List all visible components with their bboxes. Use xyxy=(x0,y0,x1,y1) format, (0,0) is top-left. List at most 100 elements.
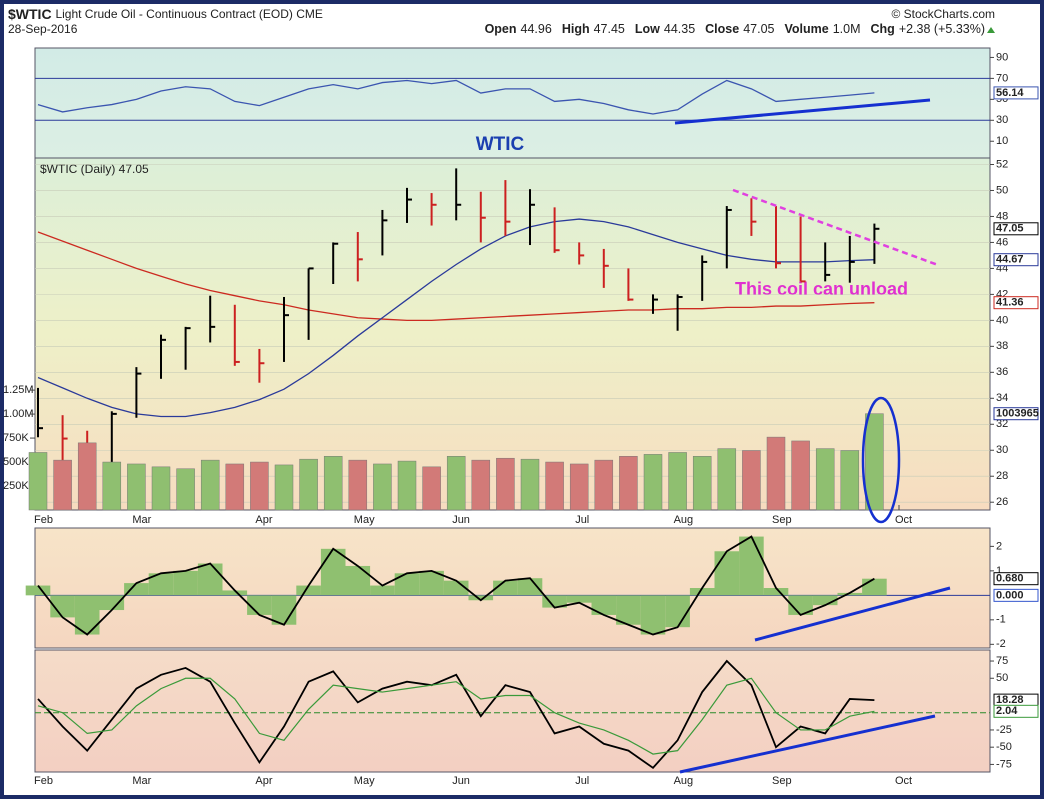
series-line xyxy=(37,659,875,770)
volume-bar xyxy=(815,448,835,511)
volume-bar xyxy=(397,460,417,511)
volume-bar xyxy=(422,466,441,511)
trend-line-rsi xyxy=(674,98,931,125)
histogram-bar xyxy=(665,595,690,628)
y-tick-label: 90 xyxy=(996,51,1008,63)
histogram-bar xyxy=(493,580,518,596)
volume-bar xyxy=(643,454,663,511)
header-title: $WTIC Light Crude Oil - Continuous Contr… xyxy=(8,6,323,22)
volume-bar xyxy=(668,452,687,511)
volume-bar xyxy=(865,413,884,511)
y-tick-label: 70 xyxy=(996,72,1008,84)
quote-value: +2.38 (+5.33%) xyxy=(899,22,985,36)
histogram-bar xyxy=(296,585,321,596)
histogram-bar xyxy=(616,595,641,625)
y-tick-label: 1.25M xyxy=(3,384,34,396)
histogram-bar xyxy=(320,548,346,596)
y-tick-label: 2 xyxy=(996,540,1002,552)
volume-bar xyxy=(250,461,269,511)
y-tick-label: 28 xyxy=(996,470,1008,482)
price-legend: $WTIC (Daily) 47.05 xyxy=(40,162,149,176)
volume-bar xyxy=(619,456,638,511)
y-tick-label: 500K xyxy=(3,456,29,468)
y-tick-label: 36 xyxy=(996,366,1008,378)
quote-label: Chg xyxy=(871,22,895,36)
volume-bar xyxy=(102,461,122,511)
name: Light Crude Oil - Continuous Contract (E… xyxy=(55,7,322,21)
x-tick-label: Sep xyxy=(772,775,792,787)
histogram-outline xyxy=(37,535,875,636)
x-tick-label: Apr xyxy=(255,514,272,526)
trend-line-pink xyxy=(732,188,939,267)
volume-bar xyxy=(373,463,392,511)
histogram-bar xyxy=(689,588,715,596)
x-tick-label: Jul xyxy=(575,514,589,526)
histogram-bar xyxy=(640,595,666,635)
volume-bar xyxy=(471,459,491,511)
y-tick-label: 46 xyxy=(996,236,1008,248)
volume-bar xyxy=(766,436,786,511)
osc-panel xyxy=(34,649,991,773)
x-tick-label: May xyxy=(354,775,375,787)
volume-bar xyxy=(717,448,737,511)
y-tick-label: 1 xyxy=(996,565,1002,577)
x-tick-label: Mar xyxy=(132,514,151,526)
series-line xyxy=(37,218,875,418)
volume-bar xyxy=(742,450,761,511)
histogram-bar xyxy=(591,595,617,615)
quote-value: 47.45 xyxy=(594,22,625,36)
value-tag-label: 1003965 xyxy=(996,408,1039,420)
y-tick-label: 50 xyxy=(996,672,1008,684)
volume-bar xyxy=(446,456,466,511)
date: 28-Sep-2016 xyxy=(8,22,78,36)
value-tag-label: 56.14 xyxy=(996,87,1024,99)
series-line xyxy=(37,79,875,115)
volume-oval xyxy=(861,396,901,524)
value-tag xyxy=(993,253,1039,267)
histogram-bar xyxy=(566,595,592,603)
histogram-bar xyxy=(197,563,223,596)
rsi-panel xyxy=(34,47,991,159)
value-tag-label: 2.04 xyxy=(996,705,1018,717)
quote-label: Low xyxy=(635,22,660,36)
y-tick-label: 50 xyxy=(996,184,1008,196)
quote-value: 47.05 xyxy=(743,22,774,36)
x-tick-label: Oct xyxy=(895,514,912,526)
volume-bar xyxy=(77,442,97,511)
x-tick-label: Apr xyxy=(255,775,272,787)
y-tick-label: 38 xyxy=(996,340,1008,352)
y-tick-label: 26 xyxy=(996,496,1008,508)
value-tag xyxy=(993,86,1039,100)
y-tick-label: 32 xyxy=(996,418,1008,430)
y-tick-label: 30 xyxy=(996,444,1008,456)
up-arrow xyxy=(987,27,995,33)
histogram-bar xyxy=(788,595,813,615)
quote-value: 44.96 xyxy=(521,22,552,36)
volume-bar xyxy=(127,463,146,511)
value-tag xyxy=(993,407,1039,421)
quote-label: High xyxy=(562,22,590,36)
histogram-bar xyxy=(763,588,789,596)
histogram-bar xyxy=(99,595,125,611)
histogram-bar xyxy=(173,570,198,596)
volume-bar xyxy=(545,461,564,511)
volume-bar xyxy=(53,459,72,511)
x-tick-label: Jun xyxy=(452,775,470,787)
quote-label: Volume xyxy=(784,22,828,36)
histogram-bar xyxy=(25,585,51,596)
y-tick-label: 52 xyxy=(996,158,1008,170)
value-tag xyxy=(993,296,1039,310)
x-tick-label: Aug xyxy=(674,514,694,526)
y-tick-label: 10 xyxy=(996,135,1008,147)
copyright: © StockCharts.com xyxy=(891,7,995,21)
y-tick-label: 40 xyxy=(996,314,1008,326)
value-tag-label: 18.28 xyxy=(996,694,1024,706)
y-tick-label: -2 xyxy=(996,638,1006,650)
histogram-bar xyxy=(837,592,863,596)
y-tick-label: 250K xyxy=(3,480,29,492)
series-line xyxy=(37,231,875,322)
volume-bar xyxy=(225,463,245,511)
volume-bar xyxy=(176,468,195,511)
x-tick-label: Jul xyxy=(575,775,589,787)
